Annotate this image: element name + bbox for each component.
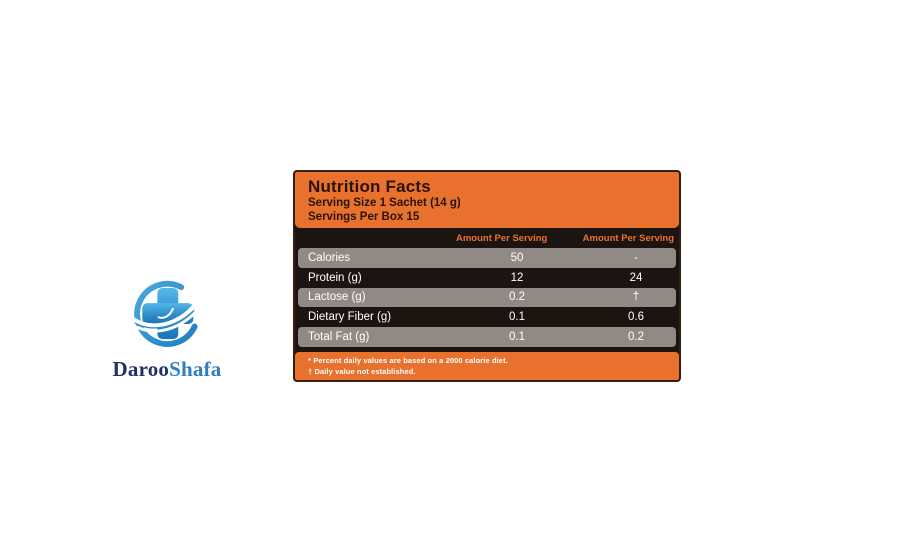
nutrition-facts-header: Nutrition Facts Serving Size 1 Sachet (1… bbox=[295, 172, 679, 228]
table-row-calories: Calories 50 - bbox=[298, 248, 676, 268]
row-value-2: - bbox=[634, 251, 638, 264]
footnote-daily-value: † Daily value not established. bbox=[308, 367, 416, 376]
logo-wordmark: DarooShafa bbox=[108, 357, 226, 382]
table-row-lactose: Lactose (g) 0.2 † bbox=[298, 287, 676, 308]
nutrition-rows: Calories 50 - Protein (g) 12 24 Lactose … bbox=[295, 248, 679, 347]
table-row-protein: Protein (g) 12 24 bbox=[298, 268, 676, 288]
row-value-2: 0.6 bbox=[628, 311, 644, 324]
column-header-serving-1: Amount Per Serving bbox=[456, 232, 548, 244]
nutrition-facts-footer: * Percent daily values are based on a 20… bbox=[295, 352, 679, 380]
row-value-2: † bbox=[632, 291, 640, 304]
nutrition-facts-title: Nutrition Facts bbox=[308, 177, 431, 196]
column-headers-row: Amount Per Serving Amount Per Serving bbox=[295, 228, 679, 248]
row-value-1: 50 bbox=[510, 251, 524, 264]
row-value-1: 0.1 bbox=[509, 311, 525, 324]
table-row-dietary-fiber: Dietary Fiber (g) 0.1 0.6 bbox=[298, 307, 676, 327]
row-value-2: 0.2 bbox=[628, 331, 644, 344]
column-header-serving-2: Amount Per Serving bbox=[582, 232, 674, 244]
row-label: Lactose (g) bbox=[308, 291, 366, 304]
servings-per-box-line: Servings Per Box 15 bbox=[308, 211, 420, 223]
table-row-total-fat: Total Fat (g) 0.1 0.2 bbox=[298, 327, 676, 347]
footnote-percent-daily: * Percent daily values are based on a 20… bbox=[308, 356, 508, 365]
logo-text-shafa: Shafa bbox=[169, 357, 222, 381]
row-value-1: 0.1 bbox=[509, 331, 525, 344]
row-label: Protein (g) bbox=[308, 271, 362, 284]
row-label: Dietary Fiber (g) bbox=[308, 311, 392, 324]
row-value-1: 12 bbox=[510, 271, 524, 284]
row-value-2: 24 bbox=[629, 271, 643, 284]
darooshafa-logo: DarooShafa bbox=[108, 278, 226, 382]
row-label: Total Fat (g) bbox=[308, 331, 370, 344]
nutrition-facts-panel: Nutrition Facts Serving Size 1 Sachet (1… bbox=[293, 170, 681, 382]
logo-text-daroo: Daroo bbox=[112, 357, 170, 381]
darooshafa-logo-icon bbox=[131, 280, 208, 347]
row-value-1: 0.2 bbox=[509, 291, 525, 304]
row-label: Calories bbox=[308, 251, 351, 264]
serving-size-line: Serving Size 1 Sachet (14 g) bbox=[308, 197, 461, 209]
